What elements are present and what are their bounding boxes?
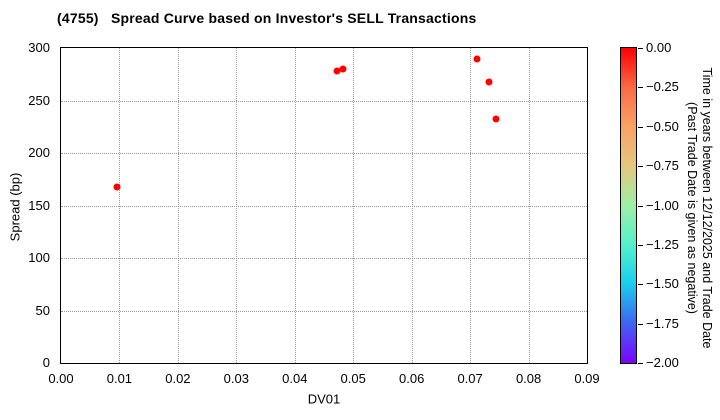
y-tick-label: 150 (28, 197, 50, 213)
plot-area (60, 47, 588, 364)
colorbar-label: Time in years between 12/12/2025 and Tra… (684, 38, 714, 378)
data-point (333, 67, 341, 75)
y-tick-label: 100 (28, 250, 50, 265)
x-tick-label: 0.09 (574, 371, 600, 386)
colorbar-label-line1: Time in years between 12/12/2025 and Tra… (699, 67, 714, 349)
colorbar-tick-label: 0.00 (646, 40, 672, 55)
colorbar-tick-label: −0.75 (646, 158, 679, 174)
y-gridline (61, 153, 587, 154)
x-tick-label: 0.00 (48, 371, 74, 386)
y-gridline (61, 258, 587, 259)
colorbar-tick (638, 166, 643, 168)
data-point (492, 115, 500, 123)
x-tick-label: 0.06 (399, 371, 425, 386)
chart-title: (4755) Spread Curve based on Investor's … (57, 10, 477, 26)
y-gridline (61, 205, 587, 207)
y-gridline (61, 100, 587, 102)
x-tick-label: 0.03 (223, 371, 249, 386)
x-tick-label: 0.05 (340, 371, 366, 386)
colorbar-tick (638, 205, 643, 207)
colorbar-tick (638, 363, 643, 364)
x-tick-label: 0.08 (515, 371, 542, 386)
x-tick-label: 0.04 (282, 371, 308, 386)
y-tick-label: 250 (28, 92, 50, 108)
x-tick-label: 0.02 (165, 371, 191, 386)
colorbar (620, 47, 637, 364)
x-axis-label: DV01 (307, 391, 341, 407)
colorbar-tick (638, 126, 643, 128)
data-point (485, 78, 493, 86)
y-tick-label: 200 (28, 145, 50, 160)
colorbar-tick (638, 284, 643, 286)
colorbar-tick (638, 244, 643, 246)
colorbar-tick-label: −1.75 (646, 315, 679, 331)
x-tick-label: 0.07 (457, 371, 483, 386)
data-point (113, 183, 120, 191)
colorbar-tick-label: −0.25 (646, 79, 679, 95)
y-gridline (61, 310, 587, 312)
x-tick-label: 0.01 (106, 371, 133, 386)
colorbar-tick (638, 323, 643, 325)
y-tick-label: 50 (35, 302, 50, 318)
colorbar-tick-label: −2.00 (646, 355, 679, 370)
colorbar-tick (638, 87, 643, 89)
data-point (339, 65, 347, 73)
data-point (473, 55, 481, 62)
y-tick-label: 0 (42, 355, 50, 370)
y-tick-label: 300 (28, 40, 50, 55)
colorbar-tick-label: −1.00 (646, 197, 679, 213)
colorbar-tick-label: −1.25 (646, 236, 679, 252)
colorbar-tick (638, 48, 643, 49)
colorbar-tick-label: −0.50 (646, 118, 679, 134)
colorbar-tick-label: −1.50 (646, 276, 679, 292)
colorbar-label-line2: (Past Trade Date is given as negative) (685, 102, 699, 314)
